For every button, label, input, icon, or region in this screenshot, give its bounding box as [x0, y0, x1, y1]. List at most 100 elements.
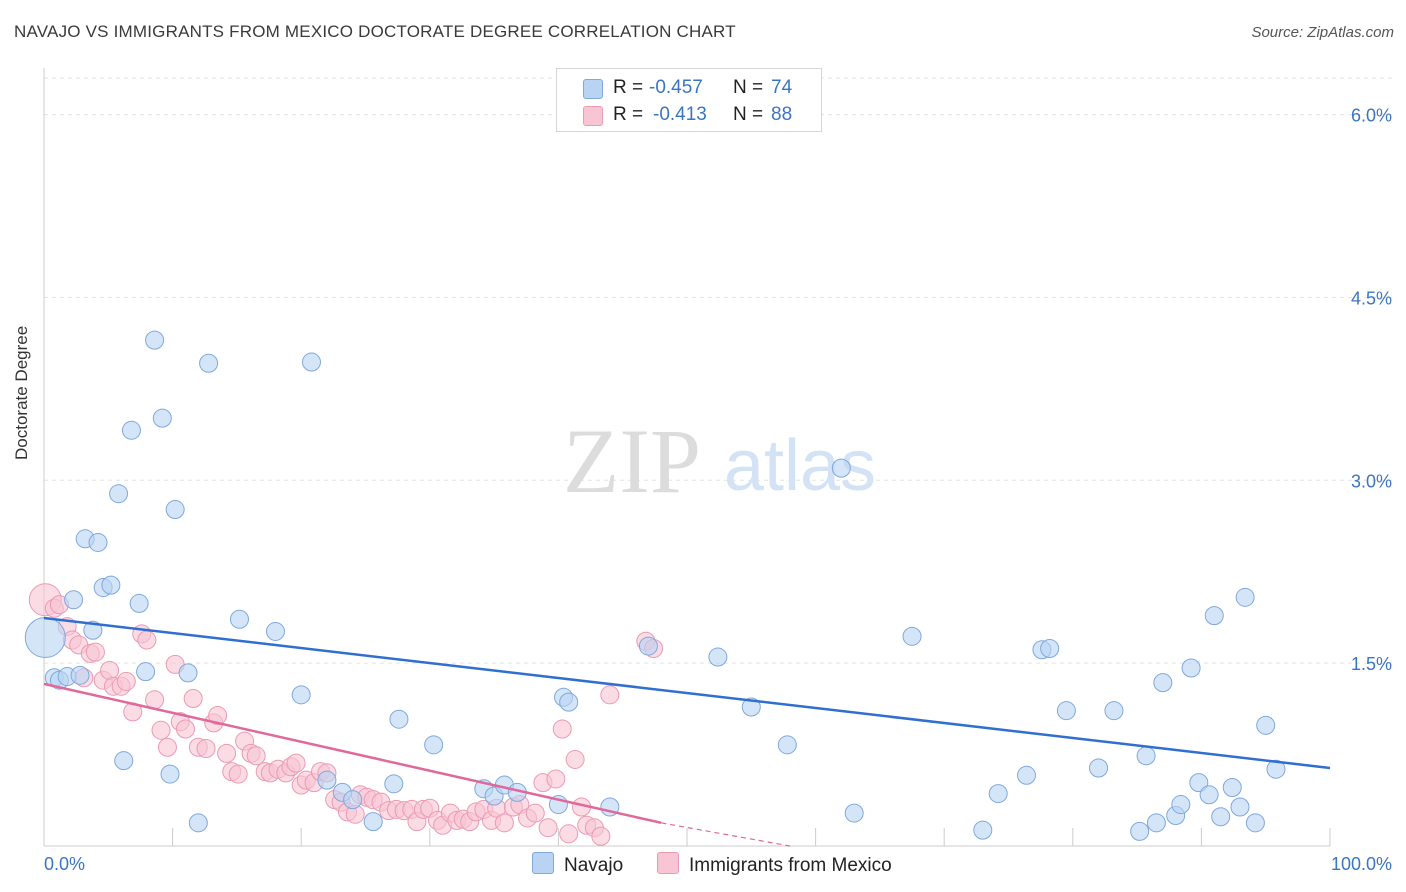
navajo-point — [188, 813, 208, 833]
correlation-legend: R = -0.457 N = 74 R = -0.413 N = 88 — [556, 68, 822, 132]
mexico-swatch — [583, 106, 603, 126]
mexico-point — [546, 769, 566, 789]
legend-n-value: 88 — [771, 104, 793, 125]
navajo-point — [1130, 821, 1150, 841]
y-tick-label: 6.0% — [1351, 106, 1392, 126]
mexico-trend-line — [43, 682, 662, 825]
legend-n-label: N = — [733, 104, 764, 125]
navajo-point — [384, 774, 404, 794]
navajo-point — [1040, 639, 1060, 659]
navajo-point — [424, 735, 444, 755]
navajo-point — [1222, 777, 1242, 797]
mexico-swatch — [657, 852, 679, 874]
mexico-point — [100, 660, 120, 680]
navajo-point — [24, 617, 66, 659]
navajo-point — [1189, 773, 1209, 793]
navajo-swatch — [532, 852, 554, 874]
grid-lines — [44, 77, 1392, 664]
navajo-point — [145, 330, 165, 350]
legend-r-value: -0.457 — [649, 77, 703, 98]
navajo-swatch — [583, 79, 603, 99]
navajo-point — [1230, 797, 1250, 817]
chart-title: NAVAJO VS IMMIGRANTS FROM MEXICO DOCTORA… — [14, 22, 736, 41]
navajo-point — [902, 626, 922, 646]
mexico-point — [286, 753, 306, 773]
mexico-trend-extension — [661, 822, 790, 847]
watermark-atlas: atlas — [724, 426, 876, 506]
navajo-point — [777, 735, 797, 755]
navajo-point — [844, 803, 864, 823]
navajo-point — [1245, 813, 1265, 833]
navajo-point — [1104, 701, 1124, 721]
navajo-point — [1204, 606, 1224, 626]
navajo-point — [1146, 813, 1166, 833]
navajo-point — [343, 790, 363, 810]
mexico-point — [151, 720, 171, 740]
navajo-point — [291, 685, 311, 705]
mexico-point — [137, 630, 157, 650]
navajo-point — [101, 575, 121, 595]
navajo-point — [973, 820, 993, 840]
navajo-point — [363, 812, 383, 832]
navajo-point — [831, 458, 851, 478]
navajo-point — [1211, 807, 1231, 827]
legend-r-value: -0.413 — [653, 104, 707, 125]
navajo-point — [152, 408, 172, 428]
bottom-legend-mexico: Immigrants from Mexico — [657, 852, 892, 877]
y-tick-label: 4.5% — [1351, 288, 1392, 308]
navajo-point — [88, 532, 108, 552]
mexico-point — [494, 813, 514, 833]
watermark: ZIP atlas — [563, 410, 876, 512]
navajo-point — [1017, 765, 1037, 785]
source-credit: Source: ZipAtlas.com — [1251, 24, 1394, 41]
legend-r-label: R = — [613, 104, 644, 125]
navajo-point — [83, 620, 103, 640]
legend-r-label: R = — [613, 77, 644, 98]
mexico-point — [565, 749, 585, 769]
navajo-point — [121, 420, 141, 440]
navajo-point — [178, 663, 198, 683]
navajo-point — [109, 484, 129, 504]
mexico-point — [525, 803, 545, 823]
mexico-point — [600, 685, 620, 705]
navajo-point — [229, 609, 249, 629]
navajo-point — [64, 590, 84, 610]
navajo-point — [165, 500, 185, 520]
navajo-point — [1153, 673, 1173, 693]
mexico-point — [591, 826, 611, 846]
navajo-point — [199, 353, 219, 373]
bottom-legend-navajo-label: Navajo — [564, 855, 624, 876]
mexico-point — [217, 743, 237, 763]
mexico-point — [208, 706, 228, 726]
y-axis-label: Doctorate Degree — [12, 325, 31, 460]
x-tick-label: 0.0% — [44, 854, 85, 874]
mexico-point — [228, 764, 248, 784]
mexico-point — [183, 688, 203, 708]
mexico-point — [538, 818, 558, 838]
mexico-point — [196, 738, 216, 758]
watermark-zip: ZIP — [563, 410, 701, 512]
navajo-point — [114, 751, 134, 771]
mexico-point — [559, 824, 579, 844]
navajo-trend-line — [43, 616, 1331, 770]
tick-labels: 1.5% 3.0% 4.5% 6.0% 0.0% 100.0% — [44, 106, 1392, 874]
navajo-point — [70, 665, 90, 685]
navajo-point — [638, 636, 658, 656]
navajo-point — [301, 352, 321, 372]
axes — [43, 68, 1331, 847]
navajo-point — [1199, 785, 1219, 805]
mexico-point — [85, 642, 105, 662]
navajo-point — [317, 770, 337, 790]
mexico-point — [116, 671, 136, 691]
navajo-point — [559, 692, 579, 712]
navajo-point — [1256, 715, 1276, 735]
bottom-legend-mexico-label: Immigrants from Mexico — [689, 855, 892, 876]
mexico-point — [175, 719, 195, 739]
navajo-point — [1136, 746, 1156, 766]
navajo-point — [1235, 587, 1255, 607]
y-tick-label: 1.5% — [1351, 654, 1392, 674]
legend-n-value: 74 — [771, 77, 793, 98]
navajo-point — [708, 647, 728, 667]
mexico-point — [552, 719, 572, 739]
